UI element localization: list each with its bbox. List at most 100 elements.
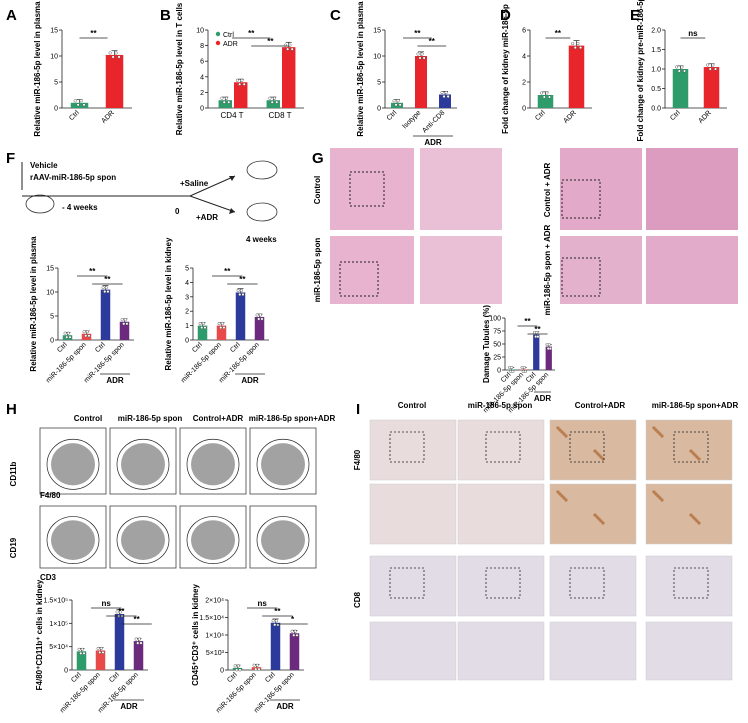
axis-label-y: Fold change of kidney miR-186-5p [501, 4, 510, 134]
significance-label: ** [524, 317, 531, 326]
axis-label-y: Fold change of kidney pre-miR-186-5p [636, 0, 645, 141]
data-point [98, 650, 102, 654]
stain-dot [556, 426, 560, 430]
tick-label: Ctrl [56, 341, 69, 354]
tick-label: 2×10⁴ [205, 598, 224, 605]
tick-label: 50 [493, 342, 501, 349]
stain-dot [560, 430, 564, 434]
stain-dot [652, 490, 656, 494]
ihc-image [369, 555, 457, 617]
significance-label: ns [102, 599, 112, 608]
stain-dot [601, 521, 605, 525]
tick-label: 6 [522, 28, 526, 35]
data-point [416, 52, 420, 56]
stain-dot [660, 498, 664, 502]
significance-label: ** [133, 615, 140, 624]
chart-h-cd3: 0 5×10³ 1×10⁴ 1.5×10⁴ 2×10⁴ CD45⁺CD3⁺ cells i… [191, 584, 308, 714]
tick-label: 5 [185, 266, 189, 273]
axis-label-y: Relative miR-186-5p level in plasma [29, 236, 38, 372]
ihc-image [369, 483, 457, 545]
tick-label: Ctrl [94, 341, 107, 354]
bar [545, 346, 552, 370]
data-point [510, 365, 514, 369]
data-point [200, 326, 204, 330]
significance-label: ** [104, 275, 111, 284]
gate [46, 438, 100, 490]
adr-label: +ADR [196, 213, 218, 222]
ihc-image [645, 419, 733, 481]
tick-label: Ctrl [226, 671, 239, 684]
axis-label-y: F4/80⁺CD11b⁺ cells in kidney [35, 579, 44, 690]
data-point [79, 99, 83, 103]
data-point [87, 334, 91, 338]
bar [568, 45, 585, 108]
tick-label: 1.5×10⁴ [199, 615, 224, 622]
data-point [236, 288, 240, 292]
bar [235, 292, 246, 340]
bar [105, 54, 124, 108]
data-point [198, 322, 202, 326]
stain-dot [564, 498, 568, 502]
group-label: ADR [276, 702, 294, 711]
tick-label: ADR [698, 109, 713, 124]
data-point [101, 650, 105, 654]
cell-population [261, 443, 305, 486]
cell-population [51, 520, 95, 560]
data-point [82, 330, 86, 334]
tick-label: 15 [373, 28, 381, 35]
data-point [522, 365, 526, 369]
tick-label: Ctrl [534, 109, 547, 122]
data-point [270, 100, 274, 104]
data-point [117, 55, 121, 59]
panel-letter-d: D [500, 7, 511, 24]
data-point [235, 78, 239, 82]
tick-label: 8 [200, 43, 204, 50]
stain-dot [597, 453, 601, 457]
significance-label: ** [118, 607, 125, 616]
gate [186, 516, 240, 565]
data-point [108, 51, 112, 55]
stain-dot [693, 453, 697, 457]
data-point [123, 318, 127, 322]
he-zoom-image [420, 148, 502, 230]
bar [520, 369, 527, 370]
data-point [396, 99, 400, 103]
data-point [104, 286, 108, 290]
group-label: ADR [120, 702, 138, 711]
bar [133, 641, 144, 670]
stain-dot [564, 434, 568, 438]
data-point [134, 637, 138, 641]
stain-dot [695, 455, 699, 459]
he-image [330, 236, 414, 304]
tick-label: 10 [373, 54, 381, 61]
group-label: ADR [106, 376, 124, 385]
data-point [222, 100, 226, 104]
data-point [714, 67, 718, 71]
panel-letter-f: F [6, 150, 15, 167]
data-point [241, 292, 245, 296]
data-point [77, 647, 81, 651]
data-point [238, 292, 242, 296]
significance-label: ** [267, 37, 274, 46]
data-point [398, 103, 402, 107]
significance-label: ** [555, 29, 562, 38]
data-point [540, 91, 544, 95]
bar [119, 321, 130, 340]
significance-label: ** [224, 267, 231, 276]
data-point [73, 99, 77, 103]
panel-letter-g: G [312, 150, 324, 167]
data-point [118, 610, 122, 614]
tick-label: 0 [522, 106, 526, 113]
stain-dot [689, 449, 693, 453]
he-zoom-image [420, 236, 502, 304]
stain-dot [658, 496, 662, 500]
panel-letter-i: I [356, 401, 360, 418]
significance-label: ** [414, 29, 421, 38]
weeks-after-label: 4 weeks [246, 235, 277, 244]
data-point [683, 69, 687, 73]
axis-label-y: Relative miR-186-5p level in T cells [175, 2, 184, 135]
panel-letter-c: C [330, 7, 341, 24]
data-point [571, 42, 575, 46]
tick-label: 10 [50, 54, 58, 61]
